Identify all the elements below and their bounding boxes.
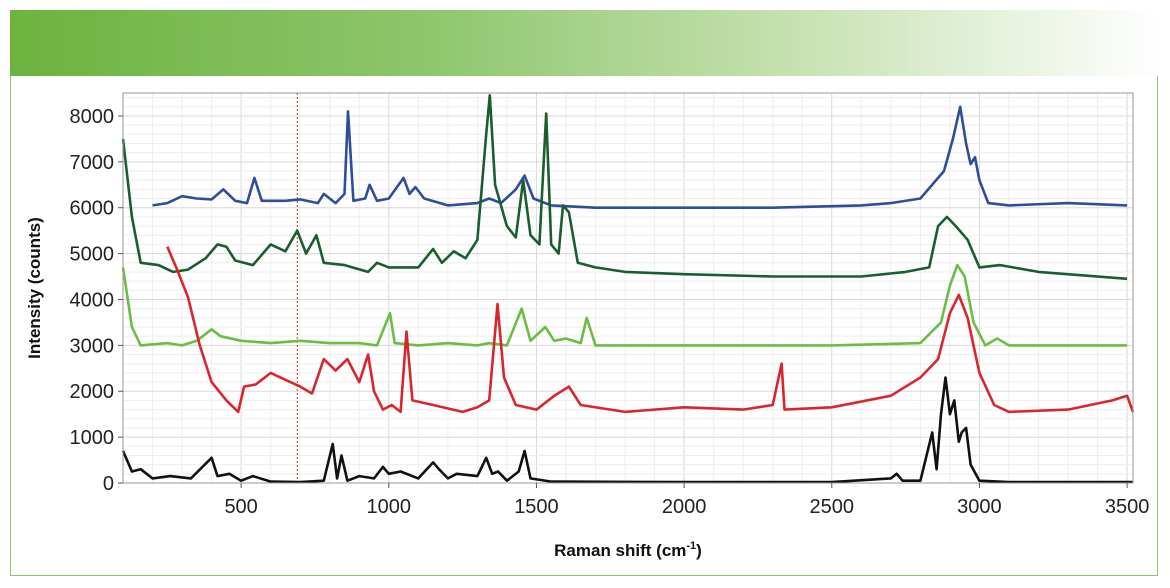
x-tick-label: 3500 xyxy=(1105,496,1150,518)
header-banner xyxy=(10,10,1160,76)
x-axis-label-main: Raman shift (cm xyxy=(554,541,686,560)
y-tick-label: 8000 xyxy=(70,106,115,128)
y-tick-label: 5000 xyxy=(70,244,115,266)
x-tick-label: 1500 xyxy=(514,496,559,518)
y-axis-label: Intensity (counts) xyxy=(25,217,44,359)
series-line-5 xyxy=(121,376,1133,484)
series-line-4 xyxy=(166,246,1135,414)
y-tick-label: 1000 xyxy=(70,427,115,449)
x-tick-label: 2000 xyxy=(662,496,707,518)
y-tick-label: 2000 xyxy=(70,381,115,403)
x-axis-label-end: ) xyxy=(696,541,702,560)
y-tick-label: 0 xyxy=(103,473,114,495)
y-tick-label: 3000 xyxy=(70,335,115,357)
x-axis-label: Raman shift (cm-1) xyxy=(554,540,702,560)
grid xyxy=(122,93,1133,484)
series-layer xyxy=(121,94,1135,484)
y-axis-ticks: 0 1000 2000 3000 4000 5000 6000 7000 8000 xyxy=(70,106,123,495)
x-axis-ticks: 500 1000 1500 2000 2500 3000 3500 xyxy=(224,483,1149,518)
x-axis-label-sup: -1 xyxy=(686,540,696,552)
x-tick-label: 3000 xyxy=(957,496,1002,518)
y-tick-label: 4000 xyxy=(70,289,115,311)
y-tick-label: 7000 xyxy=(70,152,115,174)
plot-border xyxy=(122,92,1134,484)
chart-frame xyxy=(10,76,1158,576)
series-line-1 xyxy=(152,105,1128,209)
x-tick-label: 500 xyxy=(224,496,257,518)
x-tick-label: 2500 xyxy=(810,496,855,518)
series-line-3 xyxy=(121,263,1128,347)
series-line-2 xyxy=(121,94,1128,281)
x-tick-label: 1000 xyxy=(367,496,412,518)
y-tick-label: 6000 xyxy=(70,198,115,220)
